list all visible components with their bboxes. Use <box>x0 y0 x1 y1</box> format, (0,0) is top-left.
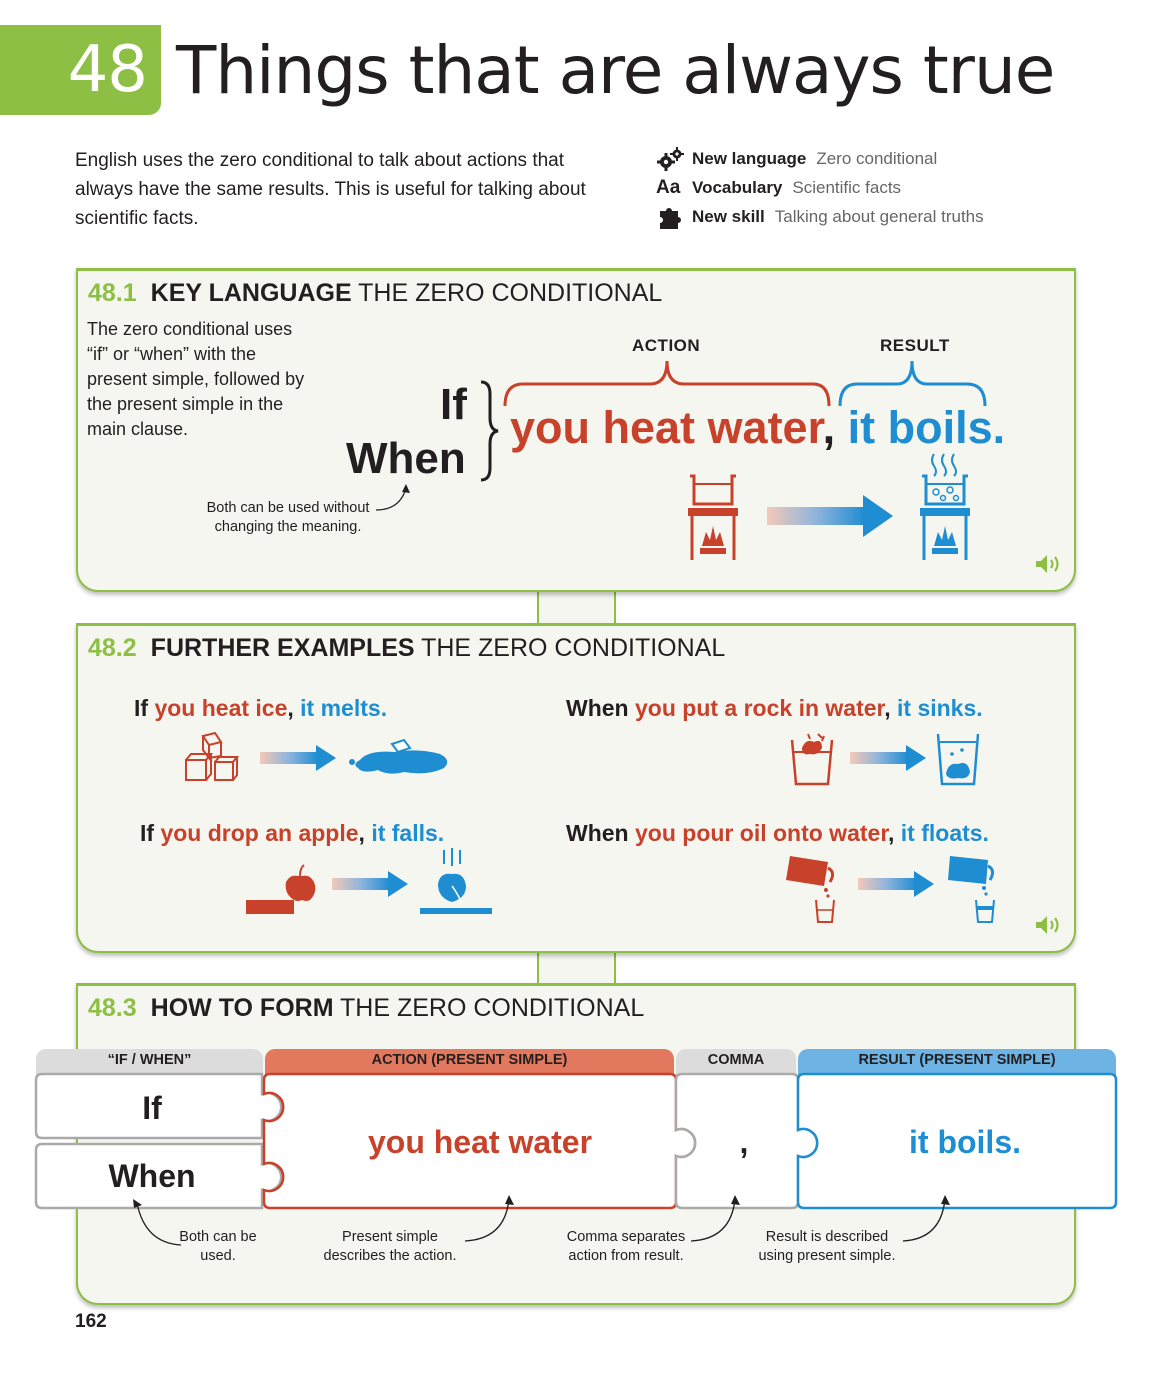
gears-icon <box>657 147 684 171</box>
section-key-language: 48.1 KEY LANGUAGE THE ZERO CONDITIONAL <box>76 268 1076 592</box>
rock-splash-icon <box>790 733 834 786</box>
example-heat-ice: If you heat ice, it melts. <box>134 695 387 722</box>
heading-rest: THE ZERO CONDITIONAL <box>358 279 663 307</box>
panel-connector <box>537 950 616 986</box>
result-label: RESULT <box>880 336 950 355</box>
example-rock-water: When you put a rock in water, it sinks. <box>566 695 983 722</box>
comma: , <box>822 402 836 453</box>
example-conj: If <box>140 820 155 846</box>
puzzle-icon <box>660 208 681 229</box>
if-when-brace <box>480 380 499 482</box>
floating-oil-icon <box>948 856 995 923</box>
gradient-arrow-icon <box>332 871 408 897</box>
ice-cubes-icon <box>185 732 240 781</box>
section-number: 48.1 <box>88 279 137 307</box>
melted-ice-puddle-icon <box>349 738 448 774</box>
section-number: 48.3 <box>88 994 137 1022</box>
meta-new-skill: New skill Talking about general truths <box>656 204 984 230</box>
apple-on-ledge-icon <box>246 864 316 914</box>
page-title: Things that are always true <box>176 32 1055 109</box>
intro-text: English uses the zero conditional to tal… <box>75 150 586 229</box>
example-result: it melts. <box>300 695 388 721</box>
aa-icon: Aa <box>656 177 681 198</box>
example-pour-oil: When you pour oil onto water, it floats. <box>566 820 989 847</box>
meta-value: Talking about general truths <box>774 207 984 226</box>
meta-value: Scientific facts <box>792 178 902 197</box>
section-heading: 48.2 FURTHER EXAMPLES THE ZERO CONDITIONA… <box>88 634 725 663</box>
example-action: you put a rock in water <box>635 695 885 721</box>
action-label: ACTION <box>632 336 701 355</box>
example-result: it sinks. <box>897 695 983 721</box>
example-comma: , <box>888 820 895 846</box>
pot-on-burner-icon <box>688 474 738 560</box>
puzzle-pieces <box>34 1072 1118 1210</box>
example-result: it falls. <box>371 820 445 846</box>
example-action: you drop an apple <box>160 820 359 846</box>
panel-connector <box>537 590 616 626</box>
boiling-pot-icon <box>920 453 970 560</box>
note-both-can-be-used: Both can be used. <box>179 1229 257 1264</box>
piece-if-text: If <box>142 1090 162 1126</box>
meta-label: Vocabulary <box>692 178 783 197</box>
note-both: Both can be used without changing the me… <box>206 500 370 535</box>
pouring-oil-icon <box>786 856 835 923</box>
gradient-arrow-icon <box>260 745 336 771</box>
example-result: it floats. <box>900 820 989 846</box>
fallen-apple-icon <box>420 848 492 914</box>
heading-bold: KEY LANGUAGE <box>150 279 352 307</box>
example-conj: When <box>566 820 629 846</box>
note-present-simple: Present simple describes the action. <box>323 1229 457 1264</box>
meta-new-language: New language Zero conditional <box>656 146 937 172</box>
word-if: If <box>440 380 467 429</box>
heading-bold: FURTHER EXAMPLES <box>150 634 415 662</box>
action-text: you heat water <box>510 402 823 453</box>
unit-number-tab: 48 <box>0 25 161 115</box>
note-result: Result is described using present simple… <box>758 1229 896 1264</box>
meta-vocabulary: Aa Vocabulary Scientific facts <box>656 175 901 201</box>
meta-label: New skill <box>692 207 765 226</box>
sentence-line: you heat water, it boils. <box>510 402 1005 454</box>
gradient-arrow-icon <box>850 745 926 771</box>
gradient-arrow-icon <box>858 871 934 897</box>
note-comma: Comma separates action from result. <box>566 1229 686 1264</box>
meta-label: New language <box>692 149 807 168</box>
section-heading: 48.1 KEY LANGUAGE THE ZERO CONDITIONAL <box>88 279 662 308</box>
example-conj: If <box>134 695 149 721</box>
page-number: 162 <box>75 1311 107 1332</box>
example-comma: , <box>358 820 365 846</box>
piece-result-text: it boils. <box>909 1124 1021 1160</box>
example-comma: , <box>884 695 891 721</box>
heading-rest: THE ZERO CONDITIONAL <box>421 634 726 662</box>
audio-icon[interactable] <box>1034 552 1062 576</box>
example-comma: , <box>287 695 294 721</box>
audio-icon[interactable] <box>1034 913 1062 937</box>
note-arrows <box>133 1195 950 1246</box>
meta-value: Zero conditional <box>816 149 938 168</box>
result-text: it boils. <box>847 402 1006 453</box>
section1-description: The zero conditional uses “if” or “when”… <box>87 319 305 439</box>
heading-bold: HOW TO FORM <box>150 994 334 1022</box>
section-heading: 48.3 HOW TO FORM THE ZERO CONDITIONAL <box>88 994 644 1023</box>
example-conj: When <box>566 695 629 721</box>
word-when: When <box>346 434 466 483</box>
unit-number: 48 <box>67 33 148 107</box>
piece-action-text: you heat water <box>367 1124 593 1160</box>
example-drop-apple: If you drop an apple, it falls. <box>140 820 444 847</box>
piece-comma-text: , <box>739 1124 749 1160</box>
section-further-examples: 48.2 FURTHER EXAMPLES THE ZERO CONDITIONA… <box>76 623 1076 953</box>
example-action: you heat ice <box>154 695 288 721</box>
section-number: 48.2 <box>88 634 137 662</box>
heading-rest: THE ZERO CONDITIONAL <box>340 994 645 1022</box>
note-arrow <box>375 484 410 511</box>
puzzle-piece-result <box>796 1072 1118 1210</box>
sunken-rock-icon <box>936 733 980 786</box>
gradient-arrow-icon <box>767 495 893 537</box>
action-result-braces <box>503 360 987 407</box>
piece-when-text: When <box>108 1158 196 1194</box>
example-action: you pour oil onto water <box>635 820 888 846</box>
